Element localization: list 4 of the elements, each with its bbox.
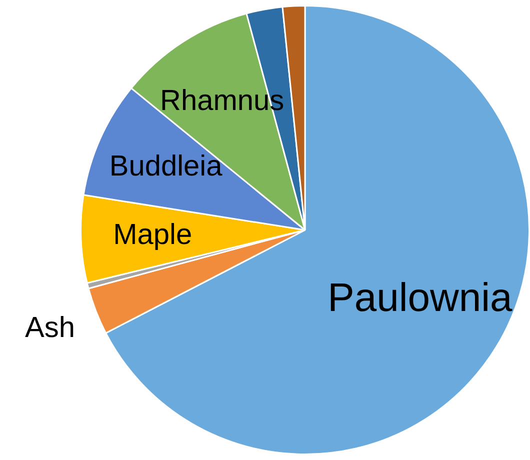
slice-label: Paulownia (328, 276, 513, 320)
slice-label: Maple (113, 219, 192, 252)
slice-label: Ash (25, 312, 75, 344)
slice-label: Buddleia (109, 150, 224, 183)
